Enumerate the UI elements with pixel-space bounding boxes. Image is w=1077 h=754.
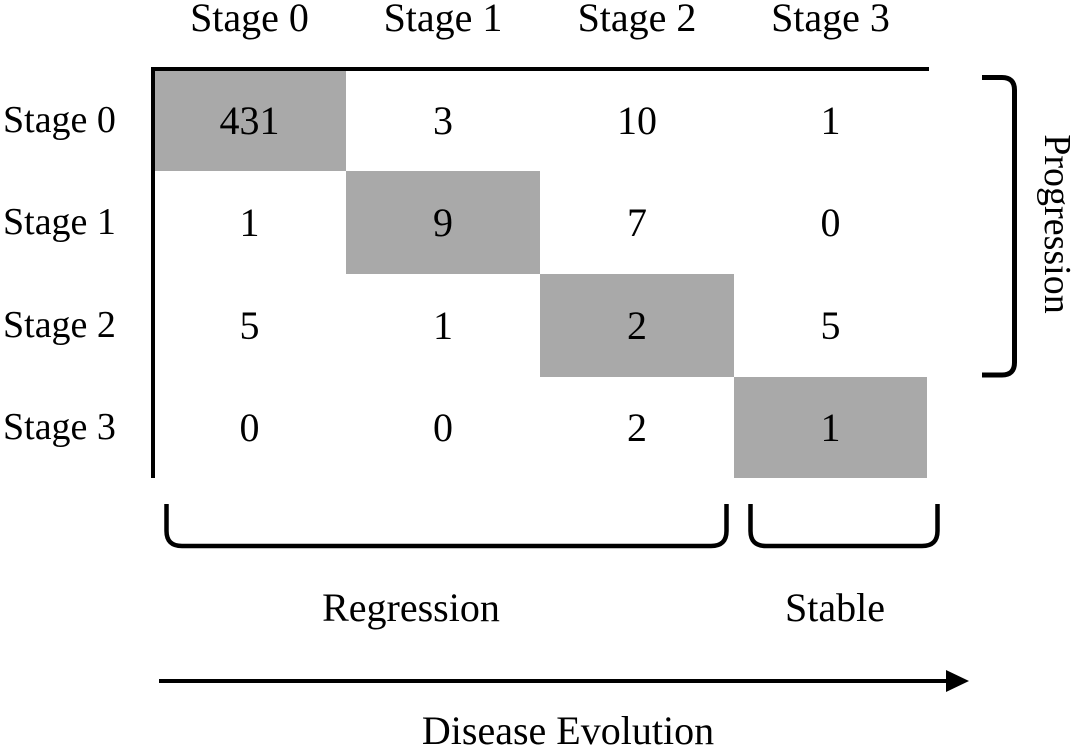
row-label-stage-0: Stage 0 [3, 99, 116, 141]
row-label-stage-2: Stage 2 [3, 304, 116, 346]
row-label-stage-3: Stage 3 [3, 406, 116, 448]
matrix-left-border [151, 67, 155, 478]
matrix-cell: 0 [239, 404, 260, 450]
stable-label: Stable [785, 585, 885, 630]
matrix-cell: 7 [627, 199, 647, 245]
matrix-cell: 1 [433, 302, 453, 348]
matrix: 431 3 10 1 1 9 7 0 5 1 2 5 0 0 2 1 [153, 70, 927, 478]
matrix-cell-highlighted: 431 [153, 70, 346, 171]
matrix-cell: 1 [820, 97, 841, 143]
matrix-cell-highlighted: 2 [540, 274, 734, 377]
column-header-stage-2: Stage 2 [577, 0, 697, 40]
regression-bracket [164, 504, 729, 549]
matrix-cell: 1 [239, 199, 260, 245]
matrix-cell: 5 [239, 302, 260, 348]
matrix-cell: 0 [820, 199, 841, 245]
progression-bracket [982, 75, 1017, 378]
matrix-cell: 0 [433, 404, 453, 450]
column-header-stage-1: Stage 1 [383, 0, 503, 40]
disease-evolution-arrowhead [946, 670, 969, 692]
disease-evolution-label: Disease Evolution [421, 708, 715, 753]
matrix-cell-highlighted: 9 [346, 171, 540, 274]
stable-bracket [748, 504, 940, 549]
matrix-cell: 2 [627, 404, 647, 450]
matrix-top-border [151, 67, 929, 71]
progression-label: Progression [1036, 134, 1077, 314]
column-header-stage-3: Stage 3 [771, 0, 890, 40]
matrix-cell: 3 [433, 97, 453, 143]
matrix-cell: 10 [617, 97, 657, 143]
regression-label: Regression [322, 585, 500, 630]
matrix-cell-highlighted: 1 [734, 377, 927, 478]
row-label-stage-1: Stage 1 [3, 201, 116, 243]
matrix-cell: 5 [820, 302, 841, 348]
column-header-stage-0: Stage 0 [190, 0, 309, 40]
